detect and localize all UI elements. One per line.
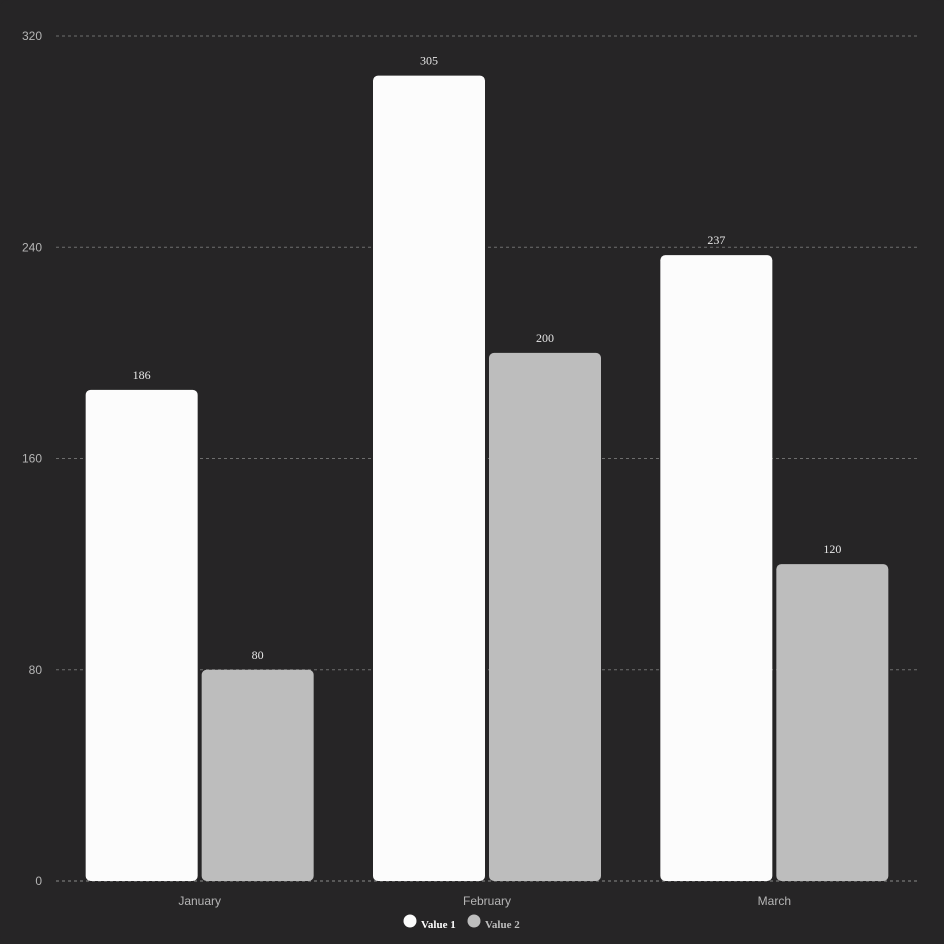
y-tick-label: 240: [22, 240, 42, 254]
bar-march-value-2[interactable]: [776, 564, 889, 881]
legend-label: Value 2: [485, 919, 520, 931]
data-label: 237: [707, 233, 725, 247]
bar-january-value-1[interactable]: [85, 389, 198, 881]
data-label: 120: [823, 542, 841, 556]
legend-item-value-2[interactable]: Value 2: [467, 914, 521, 932]
labels-layer: 0 80 160 240 320 186 80 January 305 200 February 23…: [22, 29, 841, 908]
legend-item-value-1[interactable]: Value 1: [403, 914, 456, 932]
legend-label: Value 1: [421, 919, 456, 931]
y-tick-label: 80: [29, 663, 43, 677]
bar-march-value-1[interactable]: [660, 255, 773, 881]
legend-swatch: [467, 914, 481, 928]
data-label: 186: [133, 368, 151, 382]
bar-february-value-2[interactable]: [489, 352, 601, 881]
data-label: 80: [252, 648, 264, 662]
bar-february-value-1[interactable]: [373, 75, 485, 881]
y-tick-label: 320: [22, 29, 42, 43]
data-label: 200: [536, 331, 554, 345]
bars-layer: [85, 75, 889, 881]
y-tick-label: 0: [35, 874, 42, 888]
x-tick-label: February: [463, 894, 511, 908]
x-tick-label: March: [758, 894, 791, 908]
y-tick-label: 160: [22, 452, 42, 466]
data-label: 305: [420, 54, 438, 68]
legend: Value 1 Value 2: [403, 914, 521, 932]
x-tick-label: January: [178, 894, 221, 908]
legend-swatch: [403, 914, 417, 928]
bar-january-value-2[interactable]: [201, 669, 314, 881]
